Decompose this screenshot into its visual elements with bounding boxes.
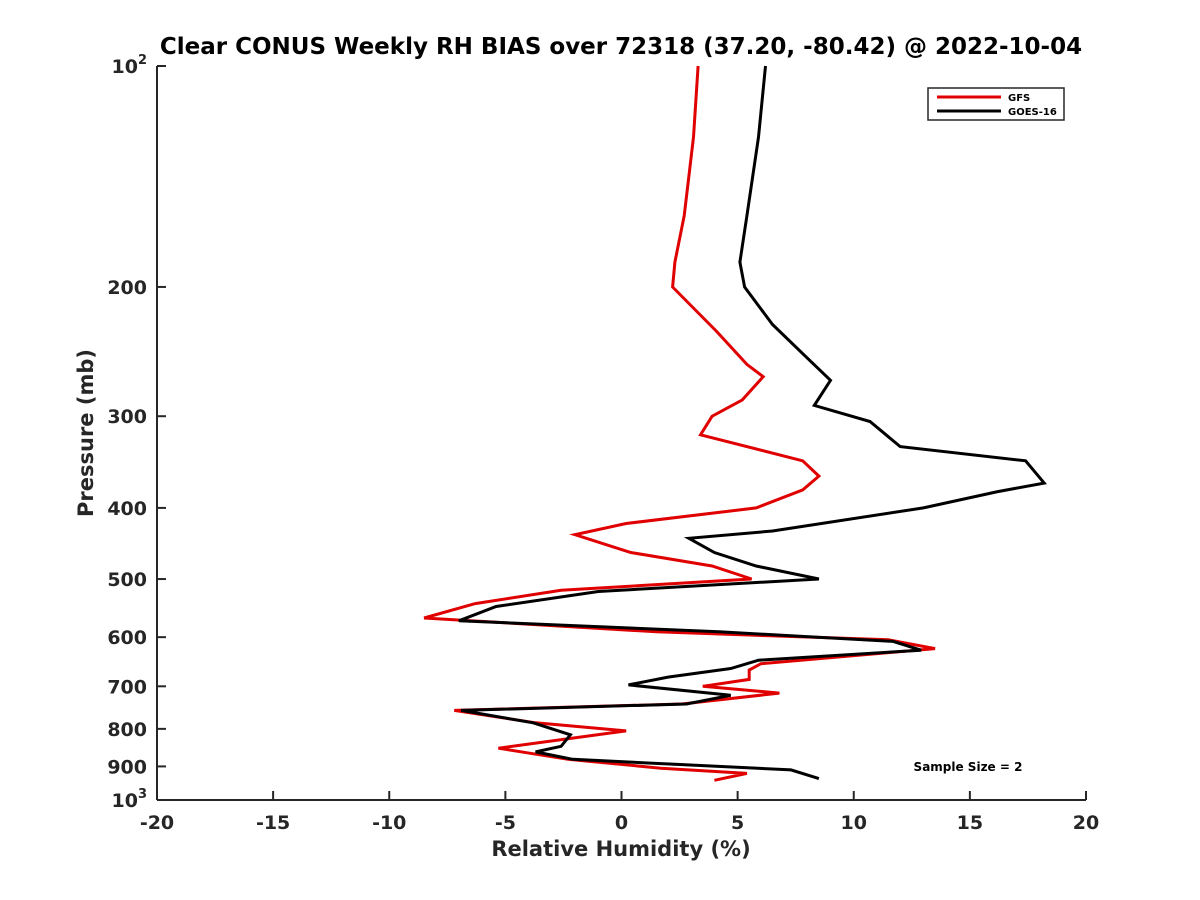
series-group xyxy=(423,65,1047,782)
x-tick-label: -5 xyxy=(495,812,516,834)
x-tick-label: -20 xyxy=(140,812,174,834)
x-tick-label: -10 xyxy=(372,812,406,834)
x-ticks: -20 -15 -10 -5 0 5 10 15 20 xyxy=(140,791,1099,834)
y-tick-label: 900 xyxy=(107,756,147,778)
sample-size-annotation: Sample Size = 2 xyxy=(914,760,1023,774)
chart-title: Clear CONUS Weekly RH BIAS over 72318 (3… xyxy=(160,34,1082,60)
y-tick-label-bottom: 103 xyxy=(112,787,148,812)
y-tick-label: 200 xyxy=(107,277,147,299)
y-tick-label: 500 xyxy=(107,569,147,591)
y-tick-label: 800 xyxy=(107,719,147,741)
y-tick-label: 700 xyxy=(107,676,147,698)
y-tick-label-top: 102 xyxy=(112,53,148,78)
series-line-goes16 xyxy=(458,65,1047,781)
legend: GFS GOES-16 xyxy=(927,87,1065,121)
axes xyxy=(156,66,1086,801)
x-tick-label: 5 xyxy=(731,812,744,834)
legend-label-goes16: GOES-16 xyxy=(1008,107,1057,118)
y-axis-label: Pressure (mb) xyxy=(74,349,98,517)
y-tick-label: 600 xyxy=(107,627,147,649)
x-tick-label: 0 xyxy=(615,812,628,834)
series-line-gfs xyxy=(423,65,936,782)
x-tick-label: -15 xyxy=(256,812,290,834)
x-axis-label: Relative Humidity (%) xyxy=(491,837,750,861)
legend-label-gfs: GFS xyxy=(1008,93,1030,104)
x-tick-label: 15 xyxy=(957,812,983,834)
legend-box xyxy=(927,87,1065,121)
y-tick-label: 400 xyxy=(107,498,147,520)
x-tick-label: 20 xyxy=(1073,812,1099,834)
y-tick-label: 300 xyxy=(107,406,147,428)
x-tick-label: 10 xyxy=(841,812,867,834)
y-ticks: 102 200 300 400 500 600 700 800 900 103 xyxy=(107,53,166,812)
